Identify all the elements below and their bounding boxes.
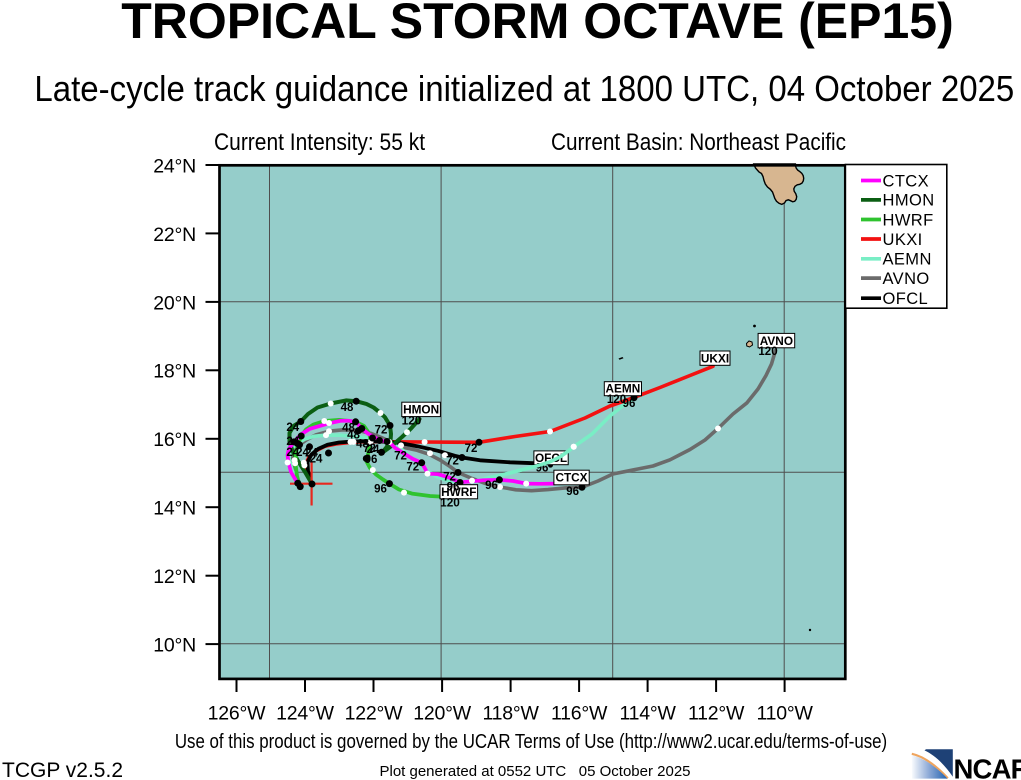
svg-text:24: 24 [367, 444, 380, 456]
svg-text:CTCX: CTCX [555, 470, 587, 484]
svg-text:72: 72 [446, 455, 459, 467]
svg-text:116°W: 116°W [551, 702, 608, 724]
svg-text:AEMN: AEMN [606, 382, 641, 396]
svg-text:72: 72 [443, 471, 456, 483]
svg-text:AVNO: AVNO [760, 334, 793, 348]
svg-text:AVNO: AVNO [883, 270, 930, 288]
svg-text:112°W: 112°W [688, 702, 745, 724]
svg-text:24: 24 [286, 447, 299, 459]
svg-text:96: 96 [374, 483, 387, 495]
svg-text:NCAR: NCAR [954, 754, 1021, 780]
svg-text:22°N: 22°N [153, 224, 196, 246]
svg-text:72: 72 [363, 443, 376, 455]
svg-text:48: 48 [347, 430, 360, 442]
svg-text:CTCX: CTCX [883, 172, 930, 190]
svg-text:96: 96 [447, 481, 460, 493]
svg-text:114°W: 114°W [619, 702, 676, 724]
svg-text:72: 72 [375, 425, 388, 437]
svg-text:120: 120 [402, 413, 422, 427]
svg-text:120: 120 [440, 495, 460, 509]
svg-text:24: 24 [305, 448, 318, 460]
svg-text:24°N: 24°N [153, 155, 196, 177]
svg-text:118°W: 118°W [482, 702, 539, 724]
svg-text:24: 24 [286, 422, 299, 434]
svg-text:UKXI: UKXI [701, 352, 729, 366]
svg-text:HMON: HMON [403, 402, 439, 416]
svg-text:12°N: 12°N [153, 566, 196, 588]
svg-text:48: 48 [356, 439, 369, 451]
svg-text:24: 24 [310, 454, 323, 466]
svg-text:OFCL: OFCL [883, 290, 929, 308]
svg-text:72: 72 [406, 462, 419, 474]
svg-text:AEMN: AEMN [883, 251, 932, 269]
svg-text:OFCL: OFCL [535, 451, 567, 465]
svg-text:10°N: 10°N [153, 635, 196, 657]
svg-text:124°W: 124°W [276, 702, 335, 724]
svg-text:UKXI: UKXI [883, 231, 923, 249]
svg-text:120: 120 [758, 346, 777, 358]
svg-text:48: 48 [342, 423, 355, 435]
svg-text:126°W: 126°W [208, 702, 267, 724]
svg-text:120: 120 [607, 394, 626, 406]
svg-text:24: 24 [296, 447, 309, 459]
svg-text:14°N: 14°N [153, 498, 196, 520]
svg-text:18°N: 18°N [153, 361, 196, 383]
svg-text:HWRF: HWRF [883, 211, 934, 229]
svg-text:16°N: 16°N [153, 429, 196, 451]
svg-text:24: 24 [286, 436, 299, 448]
svg-text:96: 96 [566, 486, 579, 498]
svg-text:96: 96 [365, 454, 378, 466]
svg-text:72: 72 [465, 443, 478, 455]
svg-text:48: 48 [341, 402, 354, 414]
svg-text:72: 72 [394, 451, 407, 463]
svg-text:96: 96 [485, 480, 498, 492]
svg-text:110°W: 110°W [756, 702, 813, 724]
svg-text:122°W: 122°W [345, 702, 404, 724]
svg-text:HWRF: HWRF [441, 485, 476, 499]
svg-text:HMON: HMON [883, 192, 935, 210]
svg-text:20°N: 20°N [153, 292, 196, 314]
svg-text:120°W: 120°W [413, 702, 472, 724]
svg-text:96: 96 [623, 398, 636, 410]
